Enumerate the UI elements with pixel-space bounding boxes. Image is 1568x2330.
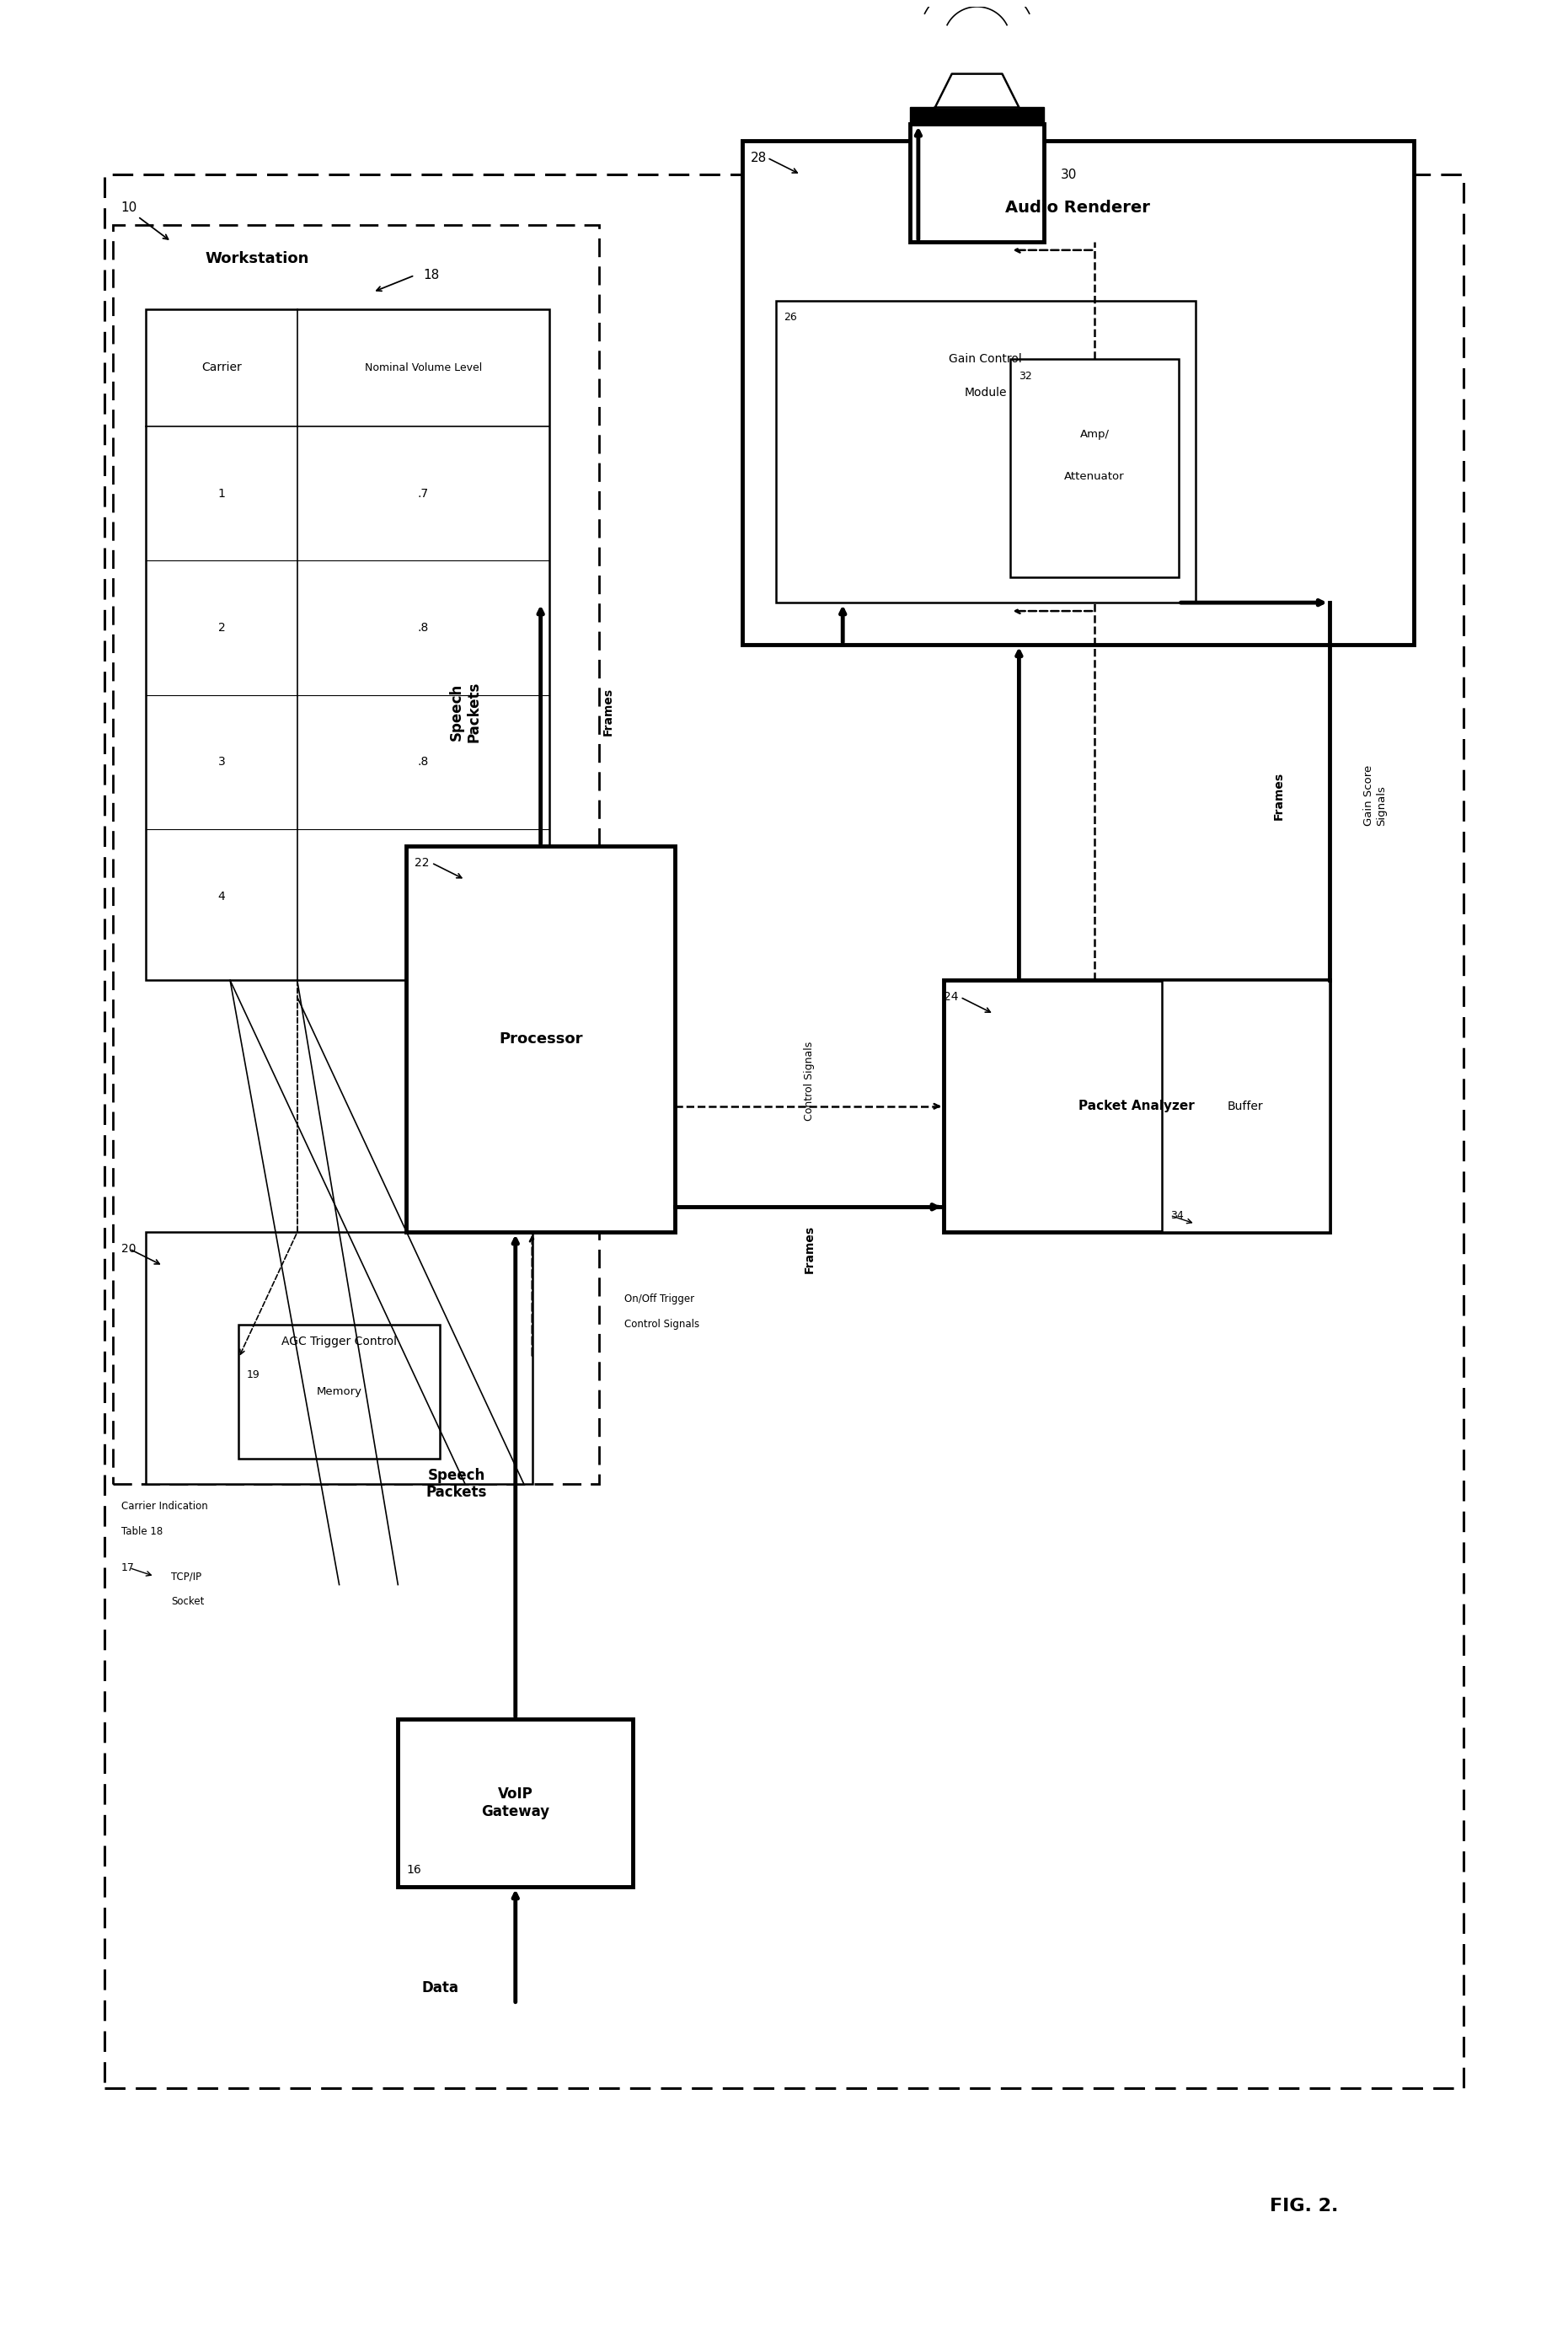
Text: 10: 10 bbox=[121, 203, 138, 214]
Text: Processor: Processor bbox=[499, 1032, 583, 1046]
Text: Amp/: Amp/ bbox=[1080, 429, 1109, 440]
Text: Speech
Packets: Speech Packets bbox=[448, 680, 481, 743]
Text: .7: .7 bbox=[417, 487, 428, 499]
Text: 34: 34 bbox=[1170, 1209, 1184, 1221]
Text: 32: 32 bbox=[1019, 370, 1032, 382]
Text: Control Signals: Control Signals bbox=[804, 1042, 815, 1121]
Text: Workstation: Workstation bbox=[205, 252, 309, 266]
Bar bbox=[146, 310, 549, 981]
Text: 19: 19 bbox=[246, 1370, 260, 1379]
Bar bbox=[909, 123, 1044, 242]
Bar bbox=[238, 1323, 441, 1459]
Text: 24: 24 bbox=[944, 990, 958, 1002]
Bar bbox=[406, 846, 674, 1233]
Text: 3: 3 bbox=[218, 757, 226, 769]
Text: 4: 4 bbox=[218, 890, 226, 902]
Text: Data: Data bbox=[422, 1980, 458, 1994]
Bar bbox=[398, 1720, 633, 1887]
Text: Buffer: Buffer bbox=[1228, 1100, 1264, 1111]
Text: 22: 22 bbox=[416, 857, 430, 869]
Text: AGC Trigger Control: AGC Trigger Control bbox=[282, 1335, 397, 1347]
Bar bbox=[776, 301, 1195, 603]
Text: Carrier Indication: Carrier Indication bbox=[121, 1501, 207, 1512]
Text: VoIP
Gateway: VoIP Gateway bbox=[481, 1787, 550, 1820]
Bar bbox=[1011, 359, 1179, 578]
Text: Socket: Socket bbox=[171, 1596, 204, 1608]
Bar bbox=[146, 1233, 532, 1484]
Text: 1: 1 bbox=[218, 487, 226, 499]
Polygon shape bbox=[935, 75, 1019, 107]
Text: .8: .8 bbox=[417, 622, 428, 634]
Text: Frames: Frames bbox=[803, 1226, 815, 1272]
Text: 16: 16 bbox=[406, 1864, 422, 1876]
Text: Speech
Packets: Speech Packets bbox=[426, 1468, 488, 1501]
Text: Table 18: Table 18 bbox=[121, 1526, 163, 1538]
Text: Audio Renderer: Audio Renderer bbox=[1005, 200, 1151, 217]
Text: 2: 2 bbox=[218, 622, 226, 634]
Text: Gain Control: Gain Control bbox=[949, 354, 1022, 366]
Text: 20: 20 bbox=[121, 1242, 136, 1256]
Bar bbox=[1162, 981, 1330, 1233]
Text: 26: 26 bbox=[784, 312, 797, 324]
Text: Frames: Frames bbox=[602, 687, 613, 736]
Text: Module: Module bbox=[964, 387, 1007, 398]
Text: Frames: Frames bbox=[1273, 771, 1286, 820]
Text: Attenuator: Attenuator bbox=[1065, 471, 1124, 482]
Text: Packet Analyzer: Packet Analyzer bbox=[1079, 1100, 1195, 1111]
Polygon shape bbox=[909, 107, 1044, 123]
Text: 30: 30 bbox=[1062, 168, 1077, 182]
Text: 28: 28 bbox=[751, 151, 767, 163]
Text: .8: .8 bbox=[417, 757, 428, 769]
Bar bbox=[103, 175, 1465, 2088]
Text: 18: 18 bbox=[423, 268, 439, 282]
Bar bbox=[742, 142, 1413, 645]
Text: Memory: Memory bbox=[317, 1386, 362, 1398]
Text: Carrier: Carrier bbox=[202, 361, 241, 373]
Text: Nominal Volume Level: Nominal Volume Level bbox=[364, 361, 481, 373]
Text: Gain Score
Signals: Gain Score Signals bbox=[1363, 764, 1386, 827]
Text: Control Signals: Control Signals bbox=[624, 1319, 699, 1330]
Text: On/Off Trigger: On/Off Trigger bbox=[624, 1293, 695, 1305]
Bar bbox=[113, 226, 599, 1484]
Bar bbox=[944, 981, 1330, 1233]
Text: 17: 17 bbox=[121, 1563, 135, 1573]
Text: TCP/IP: TCP/IP bbox=[171, 1570, 202, 1582]
Text: FIG. 2.: FIG. 2. bbox=[1270, 2197, 1339, 2214]
